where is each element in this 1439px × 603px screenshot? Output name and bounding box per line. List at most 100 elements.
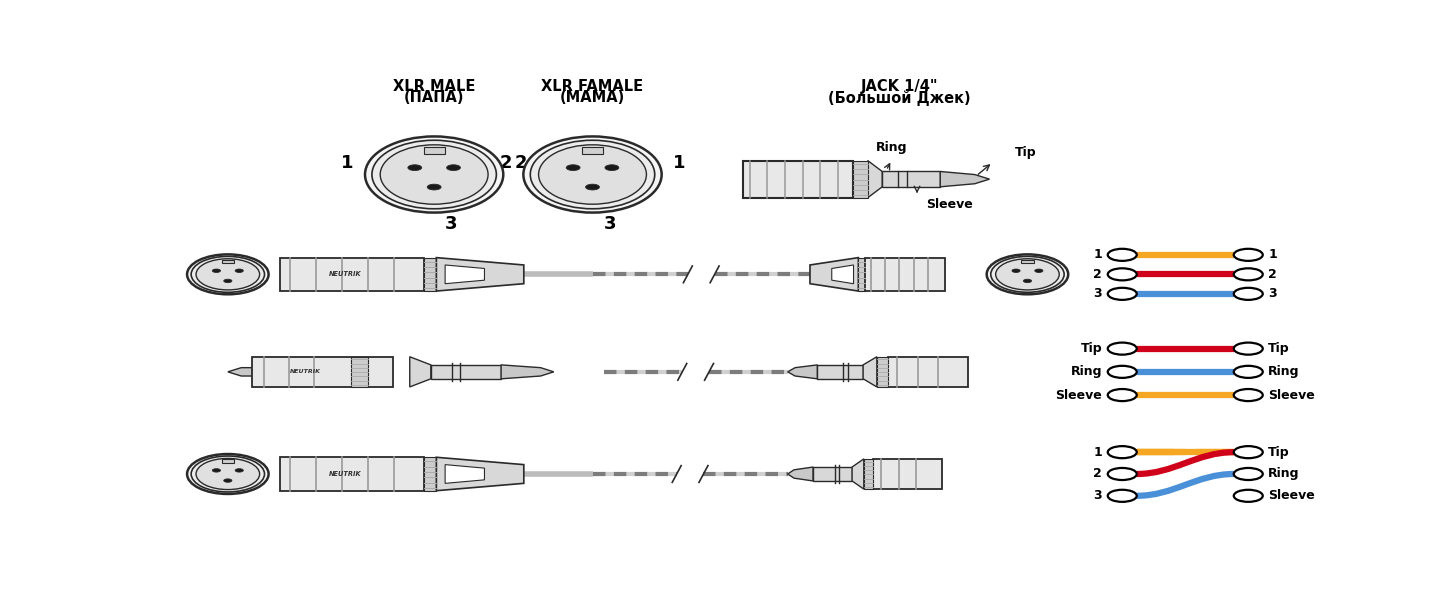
Bar [853, 160, 868, 198]
Bar [252, 357, 393, 387]
Text: 2: 2 [499, 154, 512, 172]
Ellipse shape [524, 136, 662, 213]
Bar [281, 457, 425, 491]
Circle shape [1108, 249, 1137, 261]
Circle shape [213, 269, 220, 273]
Circle shape [213, 469, 220, 472]
Text: Ring: Ring [1268, 467, 1299, 481]
Circle shape [1233, 389, 1263, 401]
Ellipse shape [987, 254, 1068, 294]
Ellipse shape [991, 256, 1063, 292]
Circle shape [1108, 468, 1137, 480]
Ellipse shape [196, 458, 259, 490]
Text: 1: 1 [1094, 248, 1102, 261]
Ellipse shape [187, 254, 269, 294]
Bar [873, 459, 943, 489]
Circle shape [1023, 279, 1032, 283]
Circle shape [235, 269, 243, 273]
Polygon shape [787, 467, 813, 481]
Circle shape [604, 165, 619, 171]
Circle shape [1108, 288, 1137, 300]
Ellipse shape [371, 140, 496, 209]
Bar [863, 459, 873, 489]
Text: XLR MALE: XLR MALE [393, 79, 475, 94]
Bar [222, 459, 235, 463]
Ellipse shape [380, 145, 488, 204]
Polygon shape [787, 365, 817, 379]
Polygon shape [501, 365, 554, 379]
Bar [425, 257, 436, 291]
Ellipse shape [191, 456, 265, 492]
Circle shape [223, 279, 232, 283]
Text: 1: 1 [341, 154, 354, 172]
Text: 1: 1 [1268, 248, 1276, 261]
Circle shape [427, 184, 442, 190]
Text: 1: 1 [1094, 446, 1102, 459]
Circle shape [1233, 490, 1263, 502]
Polygon shape [810, 257, 859, 291]
Polygon shape [445, 265, 485, 283]
Text: XLR FAMALE: XLR FAMALE [541, 79, 643, 94]
Text: (МАМА): (МАМА) [560, 90, 625, 106]
Polygon shape [445, 465, 485, 484]
Circle shape [407, 165, 422, 171]
Ellipse shape [531, 140, 655, 209]
Text: Tip: Tip [1014, 147, 1036, 159]
Circle shape [223, 479, 232, 482]
Text: Ring: Ring [876, 141, 908, 154]
Bar [743, 160, 853, 198]
Circle shape [1233, 268, 1263, 280]
Text: Tip: Tip [1081, 342, 1102, 355]
Bar [1022, 260, 1033, 264]
Text: Sleeve: Sleeve [925, 198, 973, 211]
Circle shape [1233, 468, 1263, 480]
Text: 3: 3 [1094, 489, 1102, 502]
Circle shape [1233, 446, 1263, 458]
Text: NEUTRIK: NEUTRIK [328, 471, 361, 477]
Bar [859, 257, 865, 291]
Circle shape [566, 165, 580, 171]
Text: 3: 3 [1094, 288, 1102, 300]
Bar [865, 257, 945, 291]
Polygon shape [832, 265, 853, 283]
Ellipse shape [538, 145, 646, 204]
Bar [888, 357, 968, 387]
Polygon shape [227, 368, 252, 376]
Ellipse shape [196, 259, 259, 290]
Bar [876, 357, 888, 387]
Text: 2: 2 [1094, 467, 1102, 481]
Circle shape [1012, 269, 1020, 273]
Circle shape [586, 184, 600, 190]
Text: 3: 3 [1268, 288, 1276, 300]
Polygon shape [436, 257, 524, 291]
Text: Tip: Tip [1268, 446, 1289, 459]
Polygon shape [852, 459, 863, 489]
Circle shape [1233, 366, 1263, 378]
Polygon shape [410, 357, 430, 387]
Bar [583, 147, 603, 154]
Circle shape [1233, 288, 1263, 300]
Circle shape [1035, 269, 1043, 273]
Text: Sleeve: Sleeve [1055, 388, 1102, 402]
Bar [882, 171, 940, 187]
Bar [817, 365, 863, 379]
Text: (Большой Джек): (Большой Джек) [827, 90, 970, 106]
Text: Ring: Ring [1268, 365, 1299, 378]
Text: JACK 1/4": JACK 1/4" [861, 79, 938, 94]
Circle shape [1233, 249, 1263, 261]
Circle shape [1108, 446, 1137, 458]
Text: 3: 3 [604, 215, 616, 233]
Text: Tip: Tip [1268, 342, 1289, 355]
Bar [281, 257, 425, 291]
Text: NEUTRIK: NEUTRIK [328, 271, 361, 277]
Text: NEUTRIK: NEUTRIK [291, 370, 321, 374]
Circle shape [1108, 490, 1137, 502]
Polygon shape [868, 160, 882, 198]
Text: 2: 2 [1268, 268, 1276, 281]
Circle shape [1233, 343, 1263, 355]
Text: Sleeve: Sleeve [1268, 388, 1315, 402]
Circle shape [235, 469, 243, 472]
Bar [430, 365, 501, 379]
Circle shape [1108, 268, 1137, 280]
Bar [425, 457, 436, 491]
